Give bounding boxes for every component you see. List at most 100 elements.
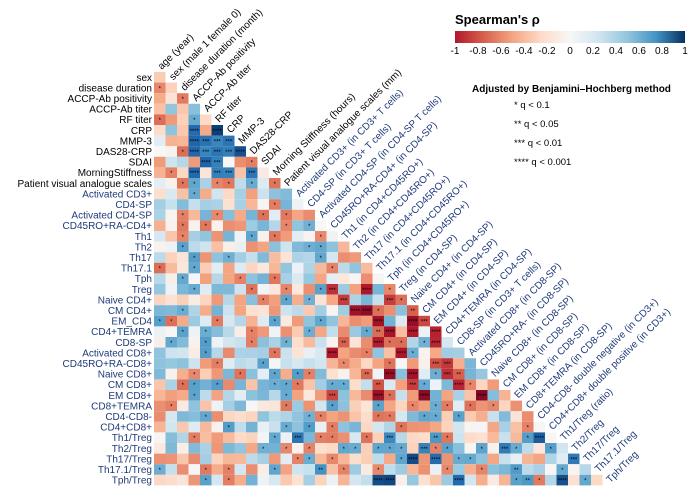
heatmap-cell	[234, 453, 246, 465]
heatmap-cell	[200, 188, 212, 200]
heatmap-cell	[154, 421, 166, 433]
heatmap-cell	[154, 284, 166, 295]
heatmap-cell	[188, 241, 200, 253]
heatmap-cell	[372, 379, 384, 390]
heatmap-cell	[188, 411, 200, 422]
significance-star: *	[159, 86, 162, 92]
heatmap-cell	[165, 146, 177, 157]
heatmap-cell	[223, 411, 235, 422]
heatmap-cell	[269, 390, 281, 401]
heatmap-cell	[223, 305, 235, 316]
heatmap-cell	[211, 125, 223, 136]
heatmap-cell	[234, 262, 246, 274]
heatmap-cell	[338, 358, 350, 369]
heatmap-cell	[223, 453, 235, 465]
significance-star: ****	[328, 351, 338, 357]
significance-star: ***	[214, 139, 222, 145]
heatmap-cell	[579, 474, 591, 486]
heatmap-cell	[487, 474, 499, 486]
heatmap-cell	[211, 220, 223, 231]
heatmap-cell	[280, 231, 292, 242]
heatmap-cell	[223, 241, 235, 253]
row-label: Th2	[135, 242, 153, 253]
heatmap-cell	[223, 231, 235, 242]
heatmap-cell	[441, 432, 453, 443]
heatmap-cell	[453, 474, 465, 486]
heatmap-cell	[257, 474, 269, 486]
significance-star: *	[251, 235, 254, 241]
heatmap-cell	[510, 443, 522, 454]
heatmap-cell	[280, 294, 292, 306]
heatmap-cell	[384, 337, 396, 348]
heatmap-cell	[188, 114, 200, 125]
heatmap-cell	[257, 262, 269, 274]
heatmap-cell	[453, 411, 465, 422]
heatmap-cell	[384, 284, 396, 295]
heatmap-cell	[223, 178, 235, 189]
heatmap-cell	[315, 220, 327, 231]
heatmap-cell	[165, 241, 177, 253]
heatmap-cell	[349, 443, 361, 454]
heatmap-cell	[568, 474, 580, 486]
heatmap-cell	[568, 464, 580, 475]
heatmap-cell	[269, 443, 281, 454]
significance-star: *	[251, 330, 254, 336]
row-label: CRP	[131, 126, 152, 137]
heatmap-cell	[338, 347, 350, 359]
heatmap-cell	[361, 337, 373, 348]
heatmap-cell	[349, 368, 361, 380]
heatmap-cell	[395, 453, 407, 465]
heatmap-cell	[223, 337, 235, 348]
row-label: Th1	[135, 232, 153, 243]
significance-star: **	[376, 383, 381, 389]
heatmap-cell	[349, 474, 361, 486]
heatmap-cell	[315, 390, 327, 401]
heatmap-cell	[464, 432, 476, 443]
significance-star: *	[274, 182, 277, 188]
heatmap-cell	[453, 358, 465, 369]
significance-star: ****	[408, 320, 418, 326]
heatmap-cell	[269, 326, 281, 337]
heatmap-cell	[556, 474, 568, 486]
heatmap-cell	[303, 347, 315, 359]
legend-tick: 0.4	[609, 46, 623, 57]
heatmap-cell	[154, 135, 166, 147]
heatmap-cell	[257, 443, 269, 454]
heatmap-cell	[188, 358, 200, 369]
heatmap-cell	[303, 262, 315, 274]
significance-star: ****	[431, 457, 441, 463]
heatmap-cell	[234, 156, 246, 168]
legend-tick: 0	[567, 46, 573, 57]
heatmap-cell	[326, 390, 338, 401]
heatmap-cell	[361, 464, 373, 475]
heatmap-cell	[349, 294, 361, 306]
heatmap-cell	[200, 464, 212, 475]
significance-star: *	[481, 468, 484, 474]
row-label: CD4-CD8-	[105, 412, 152, 423]
heatmap-cell	[349, 453, 361, 465]
heatmap-cell	[499, 443, 511, 454]
heatmap-cell	[384, 315, 396, 327]
heatmap-cell	[177, 273, 189, 284]
significance-star: ****	[351, 309, 361, 315]
heatmap-cell	[234, 241, 246, 253]
heatmap-cell	[257, 411, 269, 422]
heatmap-cell	[315, 347, 327, 359]
significance-star: *	[400, 341, 403, 347]
heatmap-cell	[441, 337, 453, 348]
heatmap-cell	[522, 411, 534, 422]
heatmap-cell	[154, 103, 166, 115]
heatmap-cell	[200, 411, 212, 422]
heatmap-cell	[200, 347, 212, 359]
heatmap-cell	[545, 464, 557, 475]
heatmap-cell	[234, 178, 246, 189]
heatmap-cell	[234, 294, 246, 306]
heatmap-cell	[200, 146, 212, 157]
heatmap-cell	[269, 284, 281, 295]
heatmap-cell	[200, 156, 212, 168]
heatmap-cell	[177, 464, 189, 475]
heatmap-cell	[177, 241, 189, 253]
heatmap-cell	[418, 358, 430, 369]
heatmap-cell	[177, 231, 189, 242]
heatmap-cell	[165, 231, 177, 242]
